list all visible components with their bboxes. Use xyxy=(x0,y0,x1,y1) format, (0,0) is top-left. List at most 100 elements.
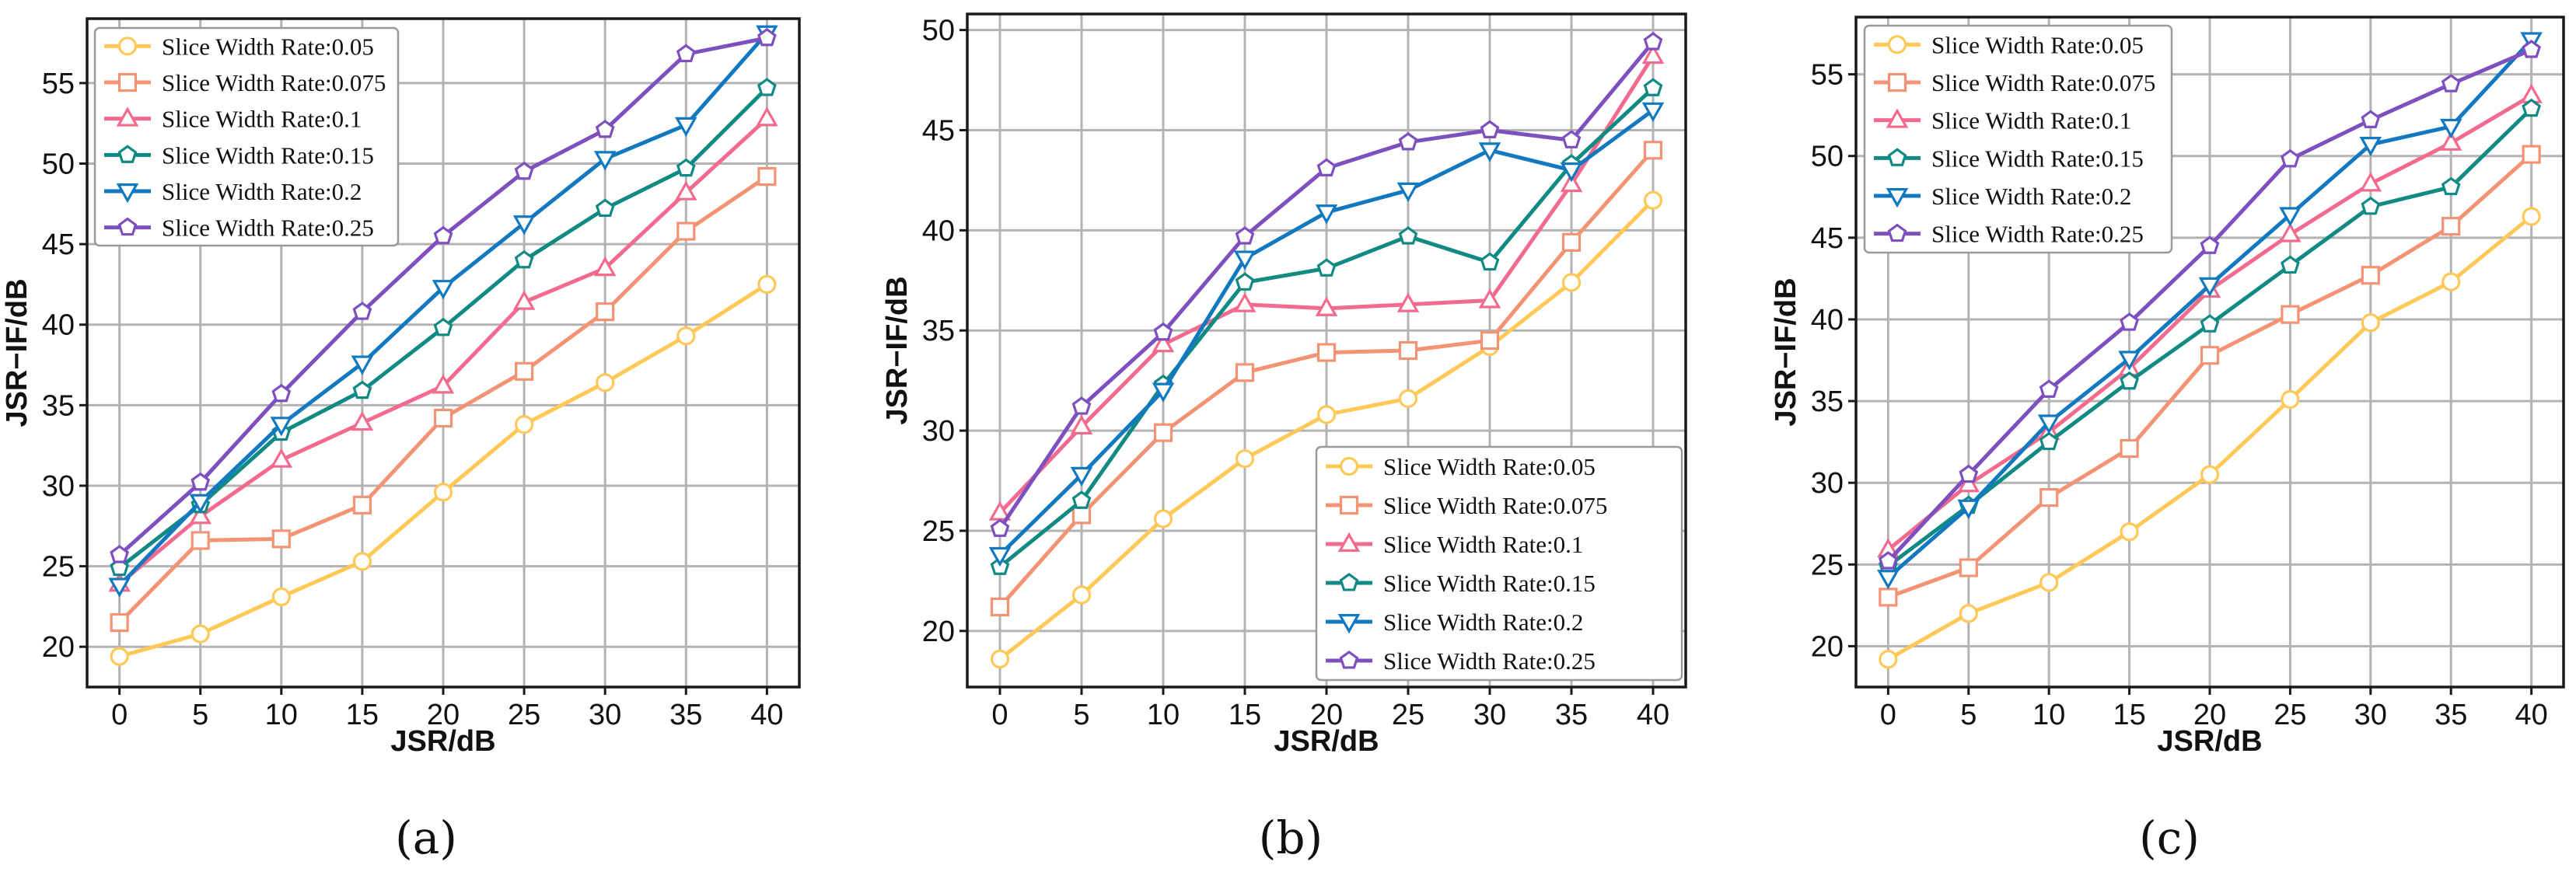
data-point-slice-width-rate-0-15 xyxy=(1316,258,1337,277)
data-point-slice-width-rate-0-2 xyxy=(512,215,536,235)
legend-label: Slice Width Rate:0.15 xyxy=(1931,145,2144,172)
data-point-slice-width-rate-0-15 xyxy=(110,557,130,577)
legend-label: Slice Width Rate:0.25 xyxy=(162,215,374,242)
data-point-slice-width-rate-0-1 xyxy=(1070,414,1093,434)
data-point-slice-width-rate-0-25 xyxy=(1480,120,1500,139)
data-point-slice-width-rate-0-1 xyxy=(1152,332,1175,353)
data-point-slice-width-rate-0-15 xyxy=(514,249,534,269)
x-tick-label: 30 xyxy=(1473,699,1506,731)
y-tick-label: 30 xyxy=(1811,467,1844,500)
legend-marker-slice-width-rate-0-25 xyxy=(1339,650,1359,669)
data-point-slice-width-rate-0-05 xyxy=(2039,573,2059,592)
y-axis-label: JSR−IF/dB xyxy=(881,276,914,424)
legend-marker-slice-width-rate-0-075 xyxy=(1887,72,1907,92)
data-point-slice-width-rate-0-05 xyxy=(2441,272,2461,291)
legend-label: Slice Width Rate:0.1 xyxy=(1383,531,1583,558)
data-point-slice-width-rate-0-25 xyxy=(1071,396,1092,415)
x-tick-label: 5 xyxy=(1960,699,1977,731)
y-tick-label: 50 xyxy=(922,15,955,47)
legend-label: Slice Width Rate:0.075 xyxy=(1383,492,1607,519)
data-point-slice-width-rate-0-25 xyxy=(1959,464,1979,483)
data-point-slice-width-rate-0-25 xyxy=(2361,110,2381,128)
data-point-slice-width-rate-0-25 xyxy=(990,518,1010,537)
data-point-slice-width-rate-0-2 xyxy=(1957,499,1980,520)
data-point-slice-width-rate-0-15 xyxy=(676,158,696,177)
data-point-slice-width-rate-0-1 xyxy=(270,448,293,468)
x-tick-label: 35 xyxy=(669,699,702,731)
data-point-slice-width-rate-0-2 xyxy=(1152,382,1175,403)
data-point-slice-width-rate-0-2 xyxy=(1641,102,1665,123)
panel-label: (a) xyxy=(395,811,457,864)
panel-label: (b) xyxy=(1259,811,1323,864)
data-point-slice-width-rate-0-05 xyxy=(1643,190,1663,210)
data-point-slice-width-rate-0-25 xyxy=(1153,322,1173,341)
y-tick-label: 20 xyxy=(922,616,955,648)
data-point-slice-width-rate-0-1 xyxy=(2439,131,2462,151)
data-point-slice-width-rate-0-2 xyxy=(432,280,455,300)
x-tick-label: 40 xyxy=(750,699,783,731)
y-tick-label: 55 xyxy=(42,68,75,100)
x-tick-label: 20 xyxy=(1310,699,1343,731)
data-point-slice-width-rate-0-25 xyxy=(2039,379,2059,398)
legend-label: Slice Width Rate:0.075 xyxy=(1931,69,2155,96)
data-point-slice-width-rate-0-075 xyxy=(757,166,777,187)
data-point-slice-width-rate-0-1 xyxy=(1396,292,1420,312)
legend-label: Slice Width Rate:0.05 xyxy=(162,33,374,60)
y-tick-label: 45 xyxy=(42,228,75,261)
data-point-slice-width-rate-0-075 xyxy=(1879,588,1898,607)
data-point-slice-width-rate-0-15 xyxy=(2522,98,2542,117)
legend-label: Slice Width Rate:0.25 xyxy=(1383,647,1596,675)
data-point-slice-width-rate-0-1 xyxy=(674,180,697,201)
data-point-slice-width-rate-0-075 xyxy=(1398,340,1418,361)
data-point-slice-width-rate-0-075 xyxy=(433,408,453,428)
panel-label: (c) xyxy=(2139,811,2200,864)
data-point-slice-width-rate-0-05 xyxy=(1398,389,1418,408)
legend-box xyxy=(1863,24,2173,254)
legend-marker-slice-width-rate-0-05 xyxy=(1887,35,1907,54)
data-point-slice-width-rate-0-25 xyxy=(676,44,696,63)
data-point-slice-width-rate-0-2 xyxy=(1478,142,1501,162)
legend: Slice Width Rate:0.05 Slice Width Rate:0.… xyxy=(1863,24,2173,254)
x-tick-label: 10 xyxy=(2032,699,2065,731)
y-tick-label: 30 xyxy=(922,415,955,448)
x-tick-label: 5 xyxy=(192,699,208,731)
data-point-slice-width-rate-0-25 xyxy=(1235,226,1255,245)
data-point-slice-width-rate-0-05 xyxy=(1316,405,1337,424)
legend: Slice Width Rate:0.05 Slice Width Rate:0.… xyxy=(1315,445,1683,682)
data-point-slice-width-rate-0-1 xyxy=(1641,44,1665,65)
x-axis-label: JSR/dB xyxy=(390,725,495,758)
data-point-slice-width-rate-0-1 xyxy=(1560,172,1583,193)
data-point-slice-width-rate-0-05 xyxy=(2522,207,2541,226)
data-point-slice-width-rate-0-2 xyxy=(351,355,374,375)
data-point-slice-width-rate-0-05 xyxy=(433,483,453,502)
data-point-slice-width-rate-0-2 xyxy=(2359,136,2382,157)
legend-label: Slice Width Rate:0.15 xyxy=(162,141,374,169)
y-tick-label: 45 xyxy=(922,114,955,147)
y-tick-label: 40 xyxy=(42,309,75,342)
y-tick-label: 25 xyxy=(42,551,75,584)
data-point-slice-width-rate-0-075 xyxy=(2441,217,2461,236)
x-tick-label: 40 xyxy=(1637,699,1669,731)
data-point-slice-width-rate-0-2 xyxy=(189,494,212,514)
data-point-slice-width-rate-0-1 xyxy=(1233,292,1257,312)
y-axis-label: JSR−IF/dB xyxy=(1,278,33,427)
panel-a: 0 5 10 15 20 25 30 35 40 20 25 30 35 40 45 50 55 Slice Wi… xyxy=(1,17,801,864)
plot-frame xyxy=(86,17,801,689)
data-point-slice-width-rate-0-25 xyxy=(1398,131,1418,151)
x-tick-label: 40 xyxy=(2515,699,2547,731)
data-point-slice-width-rate-0-05 xyxy=(190,624,210,644)
data-point-slice-width-rate-0-05 xyxy=(271,587,291,607)
data-point-slice-width-rate-0-2 xyxy=(1560,162,1583,183)
data-point-slice-width-rate-0-2 xyxy=(1396,182,1420,203)
data-point-slice-width-rate-0-075 xyxy=(596,302,615,322)
data-point-slice-width-rate-0-05 xyxy=(990,649,1010,669)
data-point-slice-width-rate-0-25 xyxy=(1878,551,1898,570)
x-tick-label: 15 xyxy=(1229,699,1261,731)
legend-marker-slice-width-rate-0-075 xyxy=(1339,495,1359,515)
data-point-slice-width-rate-0-15 xyxy=(757,78,777,96)
x-tick-label: 10 xyxy=(265,699,298,731)
y-tick-label: 35 xyxy=(1811,385,1844,418)
data-point-slice-width-rate-0-075 xyxy=(110,613,129,633)
legend-marker-slice-width-rate-0-15 xyxy=(1887,148,1907,166)
